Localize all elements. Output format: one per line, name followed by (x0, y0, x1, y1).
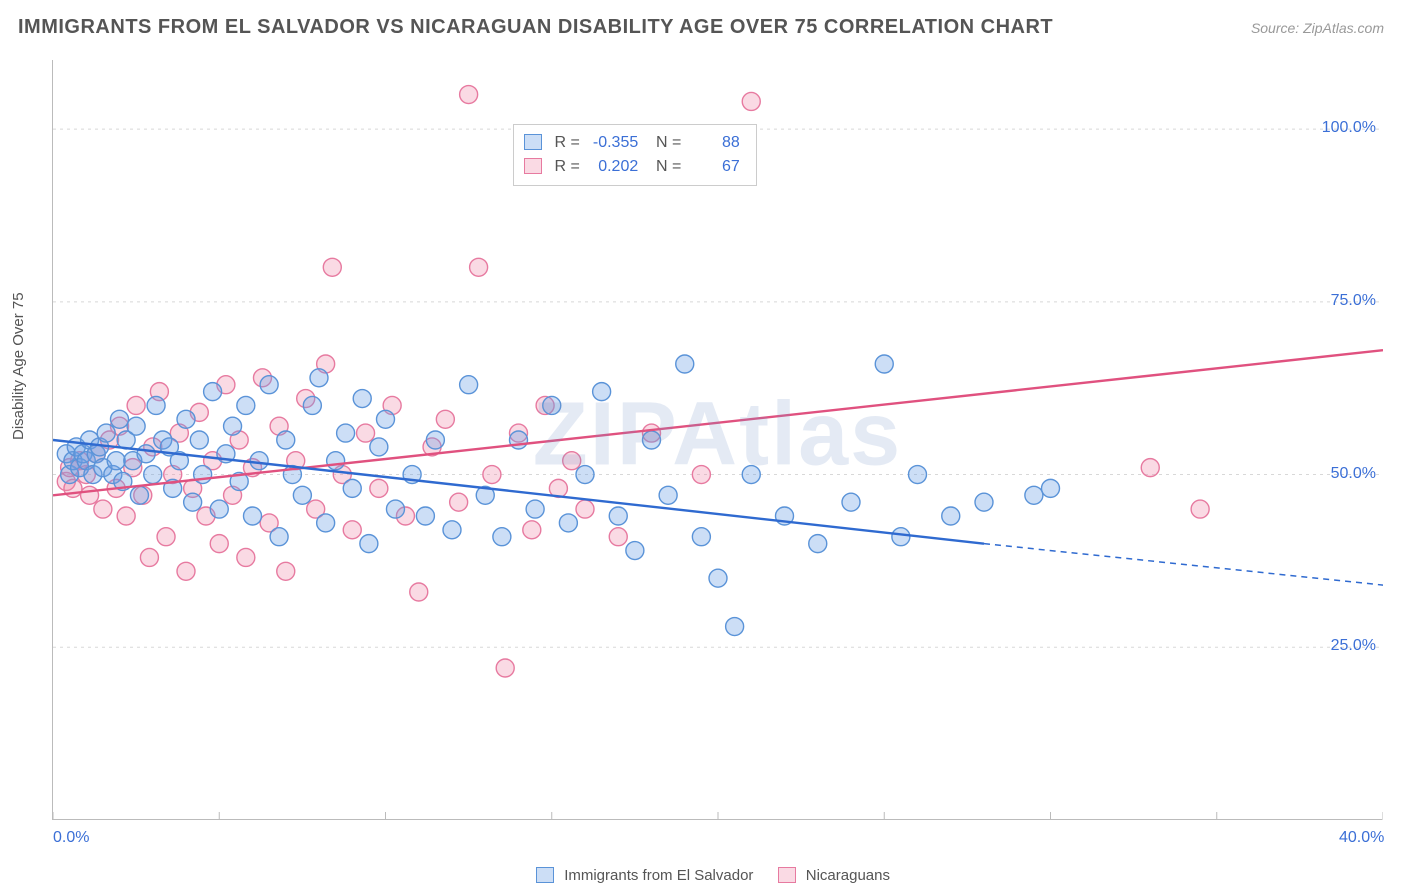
y-tick-label: 50.0% (1316, 465, 1376, 483)
y-tick-label: 100.0% (1316, 119, 1376, 137)
legend-swatch-series-1 (536, 867, 554, 883)
y-axis-label: Disability Age Over 75 (10, 292, 27, 440)
stat-n-value-2: 67 (686, 155, 740, 179)
legend-label-series-1: Immigrants from El Salvador (564, 867, 753, 884)
y-tick-label: 75.0% (1316, 292, 1376, 310)
stat-r-label: R = (554, 158, 579, 175)
stat-row-series-1: R = -0.355 N = 88 (524, 131, 740, 155)
correlation-stats-box: R = -0.355 N = 88 R = 0.202 N = 67 (513, 124, 757, 186)
source-prefix: Source: (1251, 20, 1303, 36)
stat-n-value-1: 88 (686, 131, 740, 155)
stat-r-value-2: 0.202 (584, 155, 638, 179)
x-tick-label: 0.0% (53, 829, 89, 847)
chart-container: IMMIGRANTS FROM EL SALVADOR VS NICARAGUA… (0, 0, 1406, 892)
stat-n-label: N = (656, 134, 681, 151)
stat-n-label: N = (656, 158, 681, 175)
source-name: ZipAtlas.com (1303, 20, 1384, 36)
y-tick-label: 25.0% (1316, 637, 1376, 655)
stat-row-series-2: R = 0.202 N = 67 (524, 155, 740, 179)
legend-swatch-series-2 (778, 867, 796, 883)
stat-r-value-1: -0.355 (584, 131, 638, 155)
stat-swatch-series-2 (524, 158, 542, 174)
source-attribution: Source: ZipAtlas.com (1251, 20, 1384, 36)
x-tick-label: 40.0% (1339, 829, 1384, 847)
stat-swatch-series-1 (524, 134, 542, 150)
legend-label-series-2: Nicaraguans (806, 867, 890, 884)
plot-area: ZIPAtlas R = -0.355 N = 88 R = 0.202 N =… (52, 60, 1382, 820)
chart-title: IMMIGRANTS FROM EL SALVADOR VS NICARAGUA… (18, 16, 1053, 39)
stat-r-label: R = (554, 134, 579, 151)
x-axis-legend: Immigrants from El Salvador Nicaraguans (0, 867, 1406, 884)
